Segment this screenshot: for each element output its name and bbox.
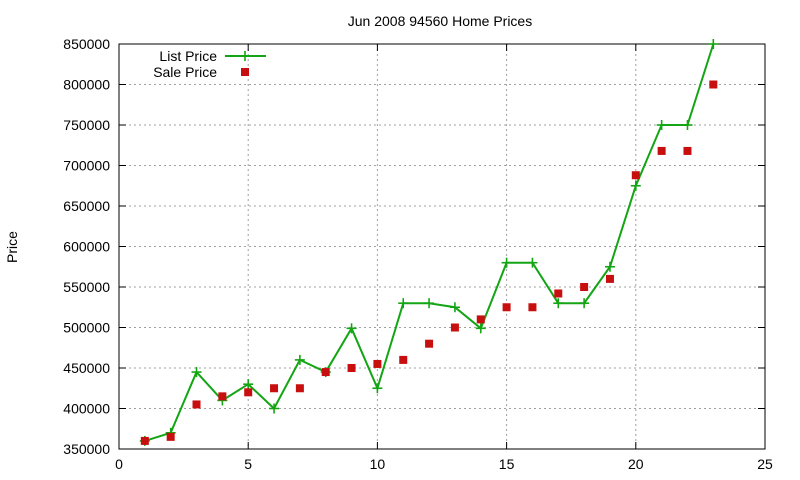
data-point	[346, 323, 357, 334]
y-tick-label: 800000	[63, 77, 110, 93]
axis-ticks: 350000 400000 450000 500000 550000 600000 6500…	[63, 36, 773, 472]
data-point	[140, 436, 149, 445]
data-point	[450, 323, 459, 332]
plot-border	[118, 43, 766, 450]
y-tick-label: 500000	[63, 320, 110, 336]
data-point	[373, 359, 382, 368]
series-list-price	[139, 39, 719, 446]
data-point	[192, 400, 201, 409]
x-tick-label: 10	[370, 456, 386, 472]
data-point	[502, 303, 511, 312]
data-point	[604, 261, 615, 272]
x-tick-label: 15	[499, 456, 515, 472]
data-point	[269, 403, 280, 414]
data-point	[579, 298, 590, 309]
data-point	[425, 339, 434, 348]
data-point	[657, 146, 666, 155]
data-point	[580, 283, 589, 291]
x-tick-label: 25	[757, 456, 773, 472]
chart-title: Jun 2008 94560 Home Prices	[348, 13, 532, 29]
data-point	[191, 367, 202, 378]
legend-label: Sale Price	[153, 64, 217, 80]
data-point	[683, 146, 692, 155]
data-point	[449, 302, 460, 313]
y-tick-label: 650000	[63, 198, 110, 214]
data-point	[475, 323, 486, 334]
y-tick-label: 400000	[63, 401, 110, 417]
grid-lines	[119, 44, 765, 449]
data-point	[708, 39, 719, 49]
data-point	[218, 392, 227, 401]
data-point	[372, 383, 383, 394]
data-point	[528, 303, 537, 312]
x-tick-label: 20	[628, 456, 644, 472]
data-point	[321, 368, 330, 377]
data-point	[295, 384, 304, 393]
series-line	[144, 43, 715, 442]
data-point	[476, 315, 485, 324]
y-tick-label: 700000	[63, 158, 110, 174]
legend-marker	[241, 68, 249, 76]
data-point	[294, 354, 305, 365]
data-point	[166, 432, 175, 441]
data-point	[243, 379, 254, 390]
data-point	[682, 120, 693, 130]
y-tick-label: 450000	[63, 360, 110, 376]
data-point	[631, 171, 640, 180]
data-point	[244, 388, 253, 397]
series-sale-price	[140, 80, 718, 445]
data-point	[527, 257, 538, 268]
data-point	[553, 298, 564, 309]
data-point	[424, 298, 435, 309]
y-tick-label: 600000	[63, 239, 110, 255]
data-point	[501, 257, 512, 268]
data-point	[398, 298, 409, 309]
y-tick-label: 350000	[63, 441, 110, 457]
data-point	[656, 120, 667, 130]
series-layer	[139, 39, 719, 446]
data-point	[709, 80, 718, 89]
x-tick-label: 0	[115, 456, 123, 472]
y-tick-label: 550000	[63, 279, 110, 295]
y-tick-label: 850000	[63, 36, 110, 52]
legend-label: List Price	[159, 48, 217, 64]
y-tick-label: 750000	[63, 117, 110, 133]
data-point	[347, 364, 356, 372]
legend-marker	[240, 51, 250, 61]
data-point	[630, 180, 641, 191]
data-point	[605, 274, 614, 283]
data-point	[270, 384, 279, 393]
data-point	[399, 355, 408, 364]
x-tick-label: 5	[244, 456, 252, 472]
y-axis-label: Price	[4, 231, 20, 263]
data-point	[554, 289, 563, 298]
